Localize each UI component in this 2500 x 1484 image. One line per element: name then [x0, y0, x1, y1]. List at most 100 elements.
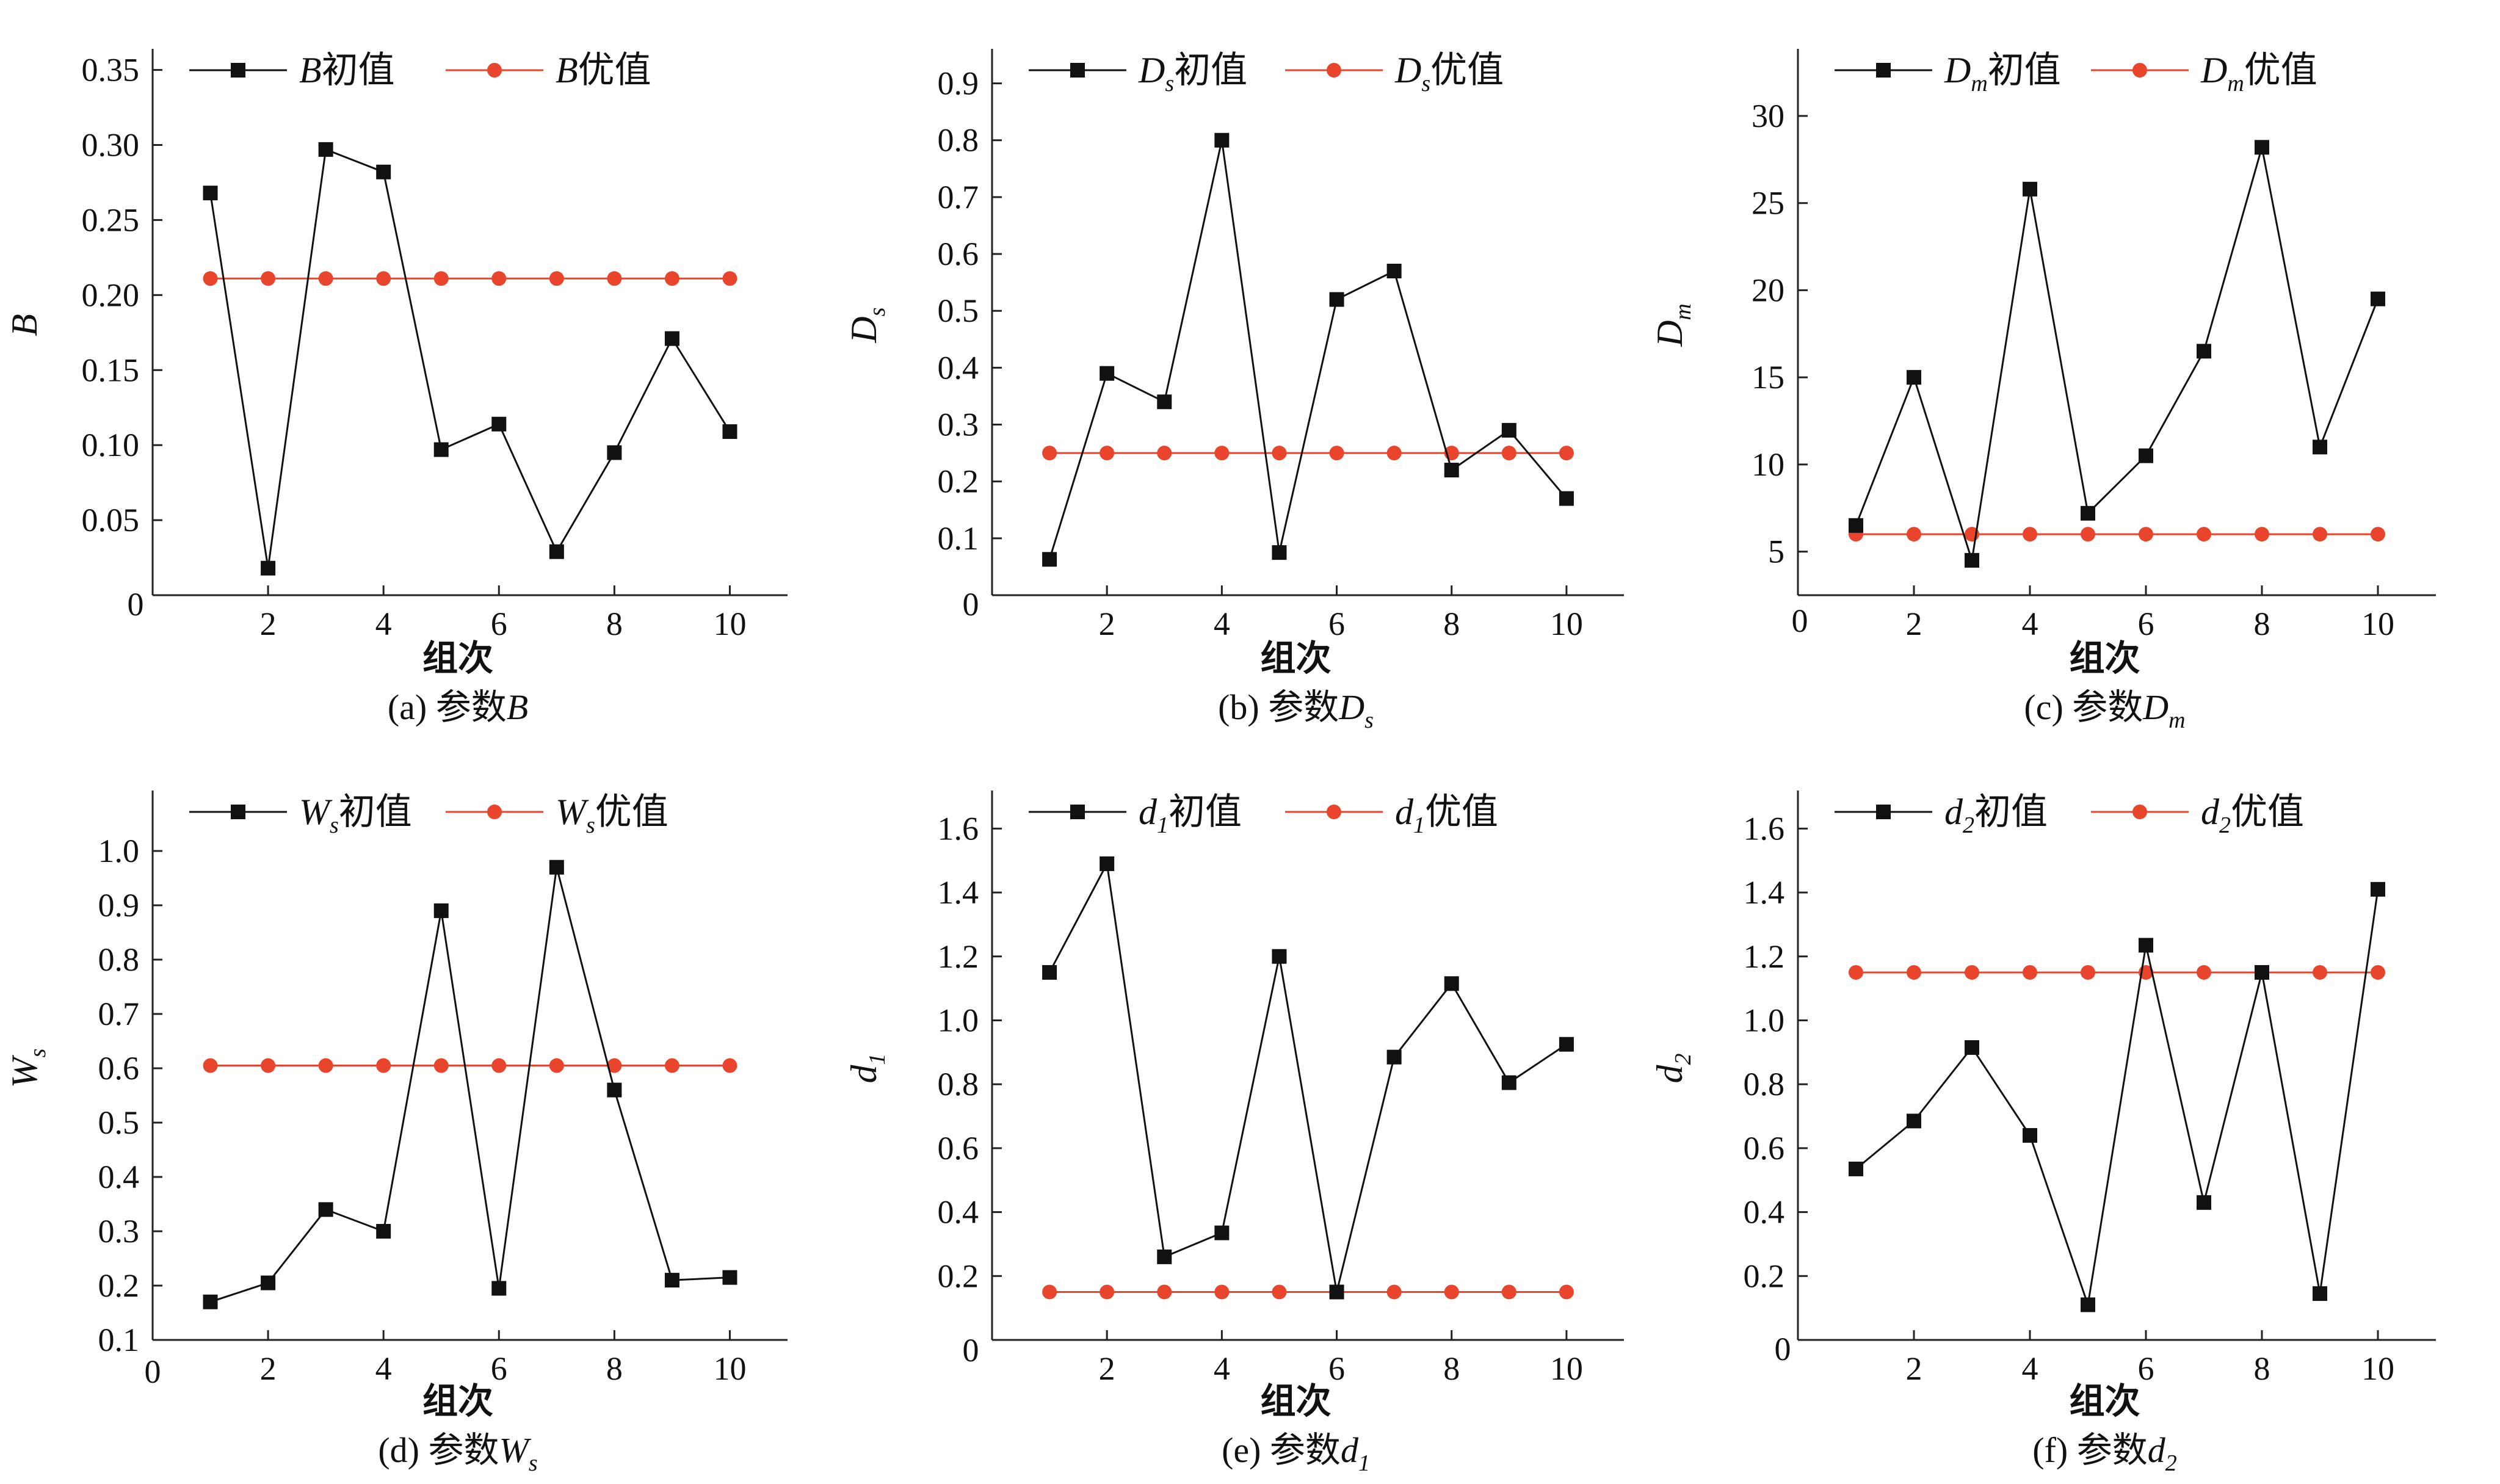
data-point-initial: [607, 445, 622, 460]
data-point-optimal: [1965, 965, 1979, 980]
legend-var: d: [1139, 792, 1158, 832]
data-point-initial: [491, 1281, 507, 1296]
y-tick-label: 0.35: [82, 52, 140, 89]
data-point-initial: [433, 903, 449, 918]
y-axis-label-var: D: [1650, 320, 1690, 347]
y-tick-label: 1.6: [938, 810, 979, 847]
chart-panel-Ws: 0.10.20.30.40.50.60.70.80.91.02 4 6 8 100组次W…: [4, 791, 788, 1476]
data-point-initial: [1214, 1225, 1230, 1240]
data-point-optimal: [1100, 446, 1115, 461]
data-point-optimal: [1214, 446, 1230, 461]
caption-var: D: [2142, 687, 2168, 727]
data-point-optimal: [318, 271, 333, 286]
data-point-optimal: [664, 1058, 679, 1073]
y-tick-label: 0.20: [82, 277, 140, 313]
data-point-optimal: [1042, 1284, 1057, 1300]
x-tick-label: 8: [2254, 606, 2270, 642]
legend-var: B: [299, 50, 322, 90]
data-point-initial: [2255, 140, 2269, 155]
data-point-optimal: [1501, 446, 1516, 461]
origin-label: 0: [128, 586, 144, 623]
chart-panel-B: 0.050.100.150.200.250.300.352 4 6 8 100组次B(a…: [4, 49, 788, 727]
data-point-initial: [722, 1270, 737, 1285]
x-tick-label: 4: [375, 606, 392, 642]
legend-marker-circle: [2132, 63, 2147, 78]
data-point-initial: [1501, 422, 1516, 438]
data-point-initial: [491, 416, 507, 432]
legend-suffix: 优值: [595, 792, 668, 832]
x-tick-label: 2: [1099, 606, 1115, 642]
data-point-initial: [2371, 291, 2385, 306]
x-tick-label: 2: [1099, 1350, 1115, 1387]
y-tick-label: 0.6: [1744, 1130, 1785, 1167]
data-point-initial: [1100, 366, 1115, 381]
x-tick-label: 6: [1328, 1350, 1345, 1387]
panel-caption: (e) 参数d1: [1222, 1430, 1370, 1476]
y-axis-label-var: d: [1650, 1065, 1690, 1084]
caption-prefix: (c) 参数: [2024, 687, 2143, 727]
legend-marker-square: [231, 805, 245, 819]
legend-sub: 1: [1157, 813, 1168, 838]
data-point-optimal: [1100, 1284, 1115, 1300]
data-point-initial: [261, 1275, 276, 1290]
data-point-optimal: [1501, 1284, 1516, 1300]
panel-caption: (a) 参数B: [388, 687, 528, 727]
y-tick-label: 0.6: [938, 236, 979, 272]
legend-label: d1优值: [1395, 792, 1498, 838]
series-line-initial: [1048, 140, 1568, 560]
legend-sub: 2: [2219, 813, 2231, 838]
data-point-optimal: [607, 1058, 622, 1073]
data-point-initial: [203, 186, 218, 201]
data-point-initial: [1965, 552, 1979, 568]
y-axis-label-sub: 2: [1670, 1054, 1696, 1065]
data-point-optimal: [433, 1058, 449, 1073]
data-point-initial: [1214, 132, 1230, 148]
data-point-optimal: [2371, 527, 2385, 542]
y-tick-label: 10: [1752, 446, 1784, 483]
y-axis-label: Ds: [844, 307, 890, 343]
caption-var: D: [1338, 687, 1364, 727]
x-tick-label: 6: [1328, 606, 1345, 642]
data-point-optimal: [491, 1058, 507, 1073]
data-point-initial: [1559, 1037, 1574, 1052]
y-axis-label-var: d: [844, 1065, 884, 1084]
data-point-optimal: [722, 1058, 737, 1073]
legend: Ws初值 Ws优值: [189, 792, 668, 838]
legend: Ds初值 Ds优值: [1029, 50, 1504, 96]
data-point-initial: [2023, 181, 2037, 197]
y-axis-label: d1: [844, 1054, 890, 1084]
y-tick-label: 1.2: [938, 938, 979, 975]
x-tick-label: 10: [1550, 1350, 1583, 1387]
y-tick-label: 0.4: [1744, 1194, 1785, 1231]
y-axis-label-sub: 1: [864, 1054, 890, 1065]
data-point-initial: [1042, 552, 1057, 567]
panel-caption: (f) 参数d2: [2032, 1430, 2176, 1476]
y-tick-label: 0.6: [98, 1050, 140, 1087]
legend-item-initial: Ws初值: [189, 792, 412, 838]
data-point-initial: [1559, 491, 1574, 506]
data-point-optimal: [2023, 965, 2037, 980]
legend-var: B: [556, 50, 578, 90]
legend-item-optimal: d2优值: [2091, 792, 2304, 838]
legend-label: Dm初值: [1944, 50, 2061, 96]
legend-sub: s: [1165, 71, 1174, 96]
y-tick-label: 0.5: [938, 292, 979, 329]
caption-var: B: [507, 687, 528, 727]
x-tick-label: 2: [1906, 1350, 1922, 1387]
caption-sub: 2: [2165, 1450, 2177, 1476]
y-tick-label: 0.3: [938, 407, 979, 443]
y-tick-label: 0.30: [82, 127, 140, 164]
data-point-optimal: [607, 271, 622, 286]
y-tick-label: 0.1: [938, 520, 979, 557]
y-tick-label: 0.7: [938, 179, 979, 215]
origin-label: 0: [1792, 603, 1808, 639]
y-tick-label: 0.8: [938, 1066, 979, 1102]
data-point-initial: [2139, 448, 2153, 463]
legend-marker-square: [1876, 63, 1891, 78]
data-point-initial: [1907, 370, 1921, 385]
legend-marker-square: [1070, 63, 1085, 78]
x-tick-label: 10: [713, 1350, 746, 1387]
y-tick-label: 0.4: [938, 1194, 979, 1231]
legend-suffix: 初值: [1988, 50, 2061, 90]
